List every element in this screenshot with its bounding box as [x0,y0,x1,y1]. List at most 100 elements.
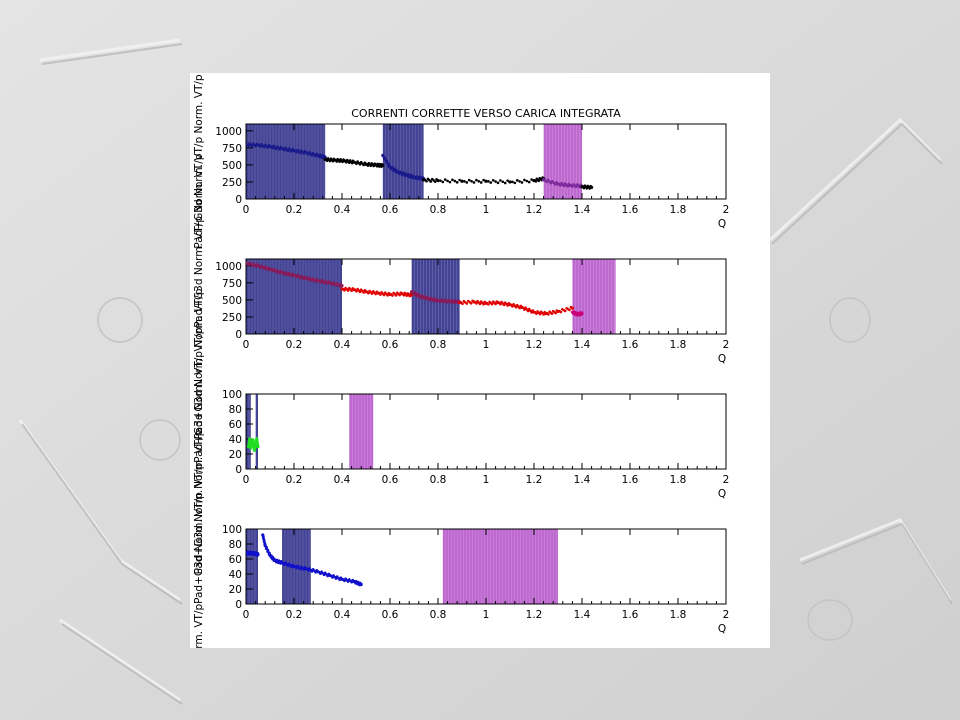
data-point [487,303,490,306]
data-point [265,545,268,549]
y-axis-label: Pad+G3d Norm. VT/p Norm. VT/p [193,74,205,248]
data-point [325,159,329,163]
data-point [343,579,346,583]
y-tick-label: 250 [222,312,242,324]
x-tick-label: 0.6 [382,609,399,621]
data-point [479,181,483,184]
data-point [470,179,473,183]
data-point [574,185,578,189]
data-point [446,179,449,183]
data-point [334,577,338,580]
data-point [511,305,514,308]
data-point [502,303,506,307]
data-point [314,571,317,574]
data-point [355,289,358,293]
data-point [256,441,259,444]
data-point [490,302,494,306]
data-point [580,311,584,316]
data-point [266,146,269,149]
data-point [568,308,571,312]
data-point [262,535,265,539]
y-axis-label: Pad+G3d Norm. VT/pPad+G3d Norm. VT/p Nor… [193,153,205,439]
data-point [513,181,517,185]
data-point [571,185,574,188]
data-point [250,144,254,148]
series-1 [246,550,260,557]
data-point [381,163,385,168]
data-point [506,179,509,182]
data-point [446,301,449,304]
data-point [453,301,457,305]
data-point [482,302,485,306]
data-point [525,179,529,183]
y-tick-label: 80 [229,539,242,551]
data-point [326,282,329,285]
data-point [534,180,538,183]
data-point [250,264,254,267]
series-3 [381,153,426,181]
y-tick-label: 0 [235,194,242,206]
data-point [370,292,374,295]
x-tick-label: 1.6 [622,474,639,486]
data-point [469,301,473,305]
data-point [570,306,574,310]
band-blue [255,394,258,469]
x-tick-label: 1 [483,609,490,621]
x-tick-label: 0.8 [430,339,447,351]
figure-canvas: CORRENTI CORRETTE VERSO CARICA INTEGRATA… [193,74,729,648]
data-point [255,438,259,442]
y-tick-label: 0 [235,599,242,611]
data-point [346,289,350,292]
y-tick-label: 20 [229,584,242,596]
data-point [343,289,346,292]
data-point [499,179,502,182]
data-point [290,565,293,569]
band-magenta [442,529,558,604]
band-blue [246,259,342,334]
data-point [340,283,344,288]
data-point [441,180,445,184]
data-point [274,270,278,274]
data-point [262,538,266,542]
data-point [369,164,373,168]
data-point [530,311,533,314]
series-1 [246,261,344,288]
data-point [295,566,298,570]
data-point [338,284,341,288]
data-point [475,302,478,305]
x-tick-label: 1.8 [670,204,687,216]
data-point [362,291,365,294]
x-tick-label: 0 [243,204,250,216]
data-point [262,267,266,271]
data-point [535,312,538,315]
data-point [450,301,454,304]
y-tick-label: 0 [235,329,242,341]
data-point [338,160,341,163]
series-2 [261,533,363,587]
x-tick-label: 0.4 [334,339,351,351]
data-point [477,179,481,183]
x-tick-label: 1 [483,474,490,486]
data-point [385,159,389,163]
data-point [358,163,362,166]
series-3 [410,290,462,305]
data-point [254,445,257,449]
data-point [538,312,542,316]
data-point [398,293,401,297]
data-point [530,178,533,181]
data-point [374,292,377,296]
x-tick-label: 0.4 [334,474,351,486]
data-point [448,180,452,184]
plot-panel: CORRENTI CORRETTE VERSO CARICA INTEGRATA… [190,73,770,648]
data-point [391,294,394,297]
y-tick-label: 1000 [215,126,242,138]
data-point [559,184,562,187]
data-point [286,149,290,153]
data-point [484,179,488,183]
data-point [302,277,305,281]
x-tick-label: 1.2 [526,474,543,486]
plot-frame [245,393,727,470]
data-point [326,574,329,578]
data-point [537,179,541,183]
data-point [247,144,250,148]
